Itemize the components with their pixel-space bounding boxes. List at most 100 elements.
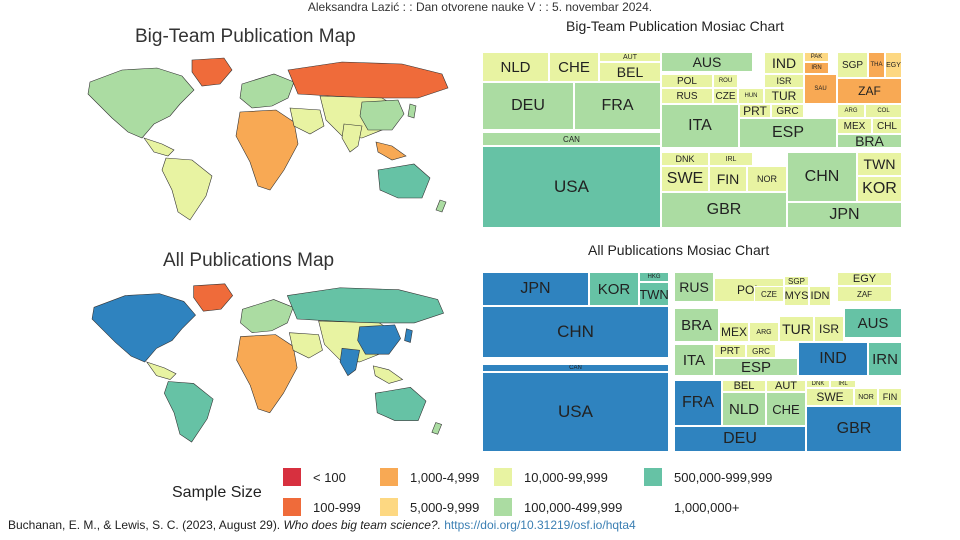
mosaic-cell-swe: SWE — [661, 166, 709, 192]
mosaic-cell-aus: AUS — [661, 52, 753, 72]
mosaic-cell-mex: MEX — [837, 118, 872, 134]
mosaic-cell-kor: KOR — [857, 176, 902, 202]
mosaic-cell-egy: EGY — [885, 52, 902, 78]
legend-label: 1,000-4,999 — [410, 469, 480, 485]
mosaic-cell-pol: POL — [661, 74, 713, 88]
mosaic-cell-ita: ITA — [661, 104, 739, 148]
legend-item: 1,000,000+ — [644, 498, 739, 516]
map-region-af — [236, 334, 298, 414]
mosaic-cell-cze: CZE — [713, 88, 738, 104]
mosaic-cell-can: CAN — [482, 364, 669, 372]
mosaic-cell-col: COL — [865, 104, 902, 118]
mosaic-cell-hun: HUN — [738, 88, 764, 104]
mosaic-cell-fra: FRA — [574, 82, 661, 130]
mosaic-cell-esp: ESP — [739, 118, 837, 148]
map-region-na — [91, 293, 196, 363]
map-region-in — [341, 123, 363, 153]
citation-doi-link[interactable]: https://doi.org/10.31219/osf.io/hqta4 — [444, 518, 636, 532]
mosaic-cell-dnk: DNK — [661, 152, 709, 166]
mosaic-cell-jpn: JPN — [482, 272, 589, 306]
mosaic-cell-zaf: ZAF — [837, 286, 892, 302]
mosaic-cell-che: CHE — [549, 52, 599, 82]
mosaic-cell-kor: KOR — [589, 272, 639, 306]
mosaic-cell-aut: AUT — [766, 380, 806, 392]
map-region-sa — [161, 157, 213, 221]
map-region-ru — [286, 287, 444, 324]
mosaic-cell-aus: AUS — [844, 308, 902, 338]
mosaic-cell-deu: DEU — [482, 82, 574, 130]
map-region-jp — [407, 103, 417, 119]
map-region-me — [288, 332, 323, 359]
map-region-in — [339, 347, 360, 377]
legend-swatch — [380, 498, 398, 516]
mosaic-cell-jpn: JPN — [787, 202, 902, 228]
map-region-me — [289, 107, 325, 135]
map-region-jp — [404, 328, 413, 343]
mosaic-cell-arg: ARG — [837, 104, 865, 118]
all-publications-mosaic-chart: JPN KOR HKG TWN CHN CAN USA RUS POL CZE SGP MYS IDN E… — [482, 272, 902, 452]
mosaic-cell-chn: CHN — [482, 306, 669, 358]
legend-item: 10,000-99,999 — [494, 468, 608, 486]
mosaic-cell-rou: ROU — [713, 74, 738, 88]
all-publications-map-title: All Publications Map — [163, 250, 335, 271]
mosaic-cell-ind: IND — [798, 342, 868, 376]
big-team-map-title: Big-Team Publication Map — [135, 26, 356, 47]
legend-swatch — [644, 498, 662, 516]
citation-title: Who does big team science?. — [283, 518, 441, 532]
mosaic-cell-gbr: GBR — [661, 192, 787, 228]
mosaic-cell-aut: AUT — [599, 52, 661, 62]
legend-label: 500,000-999,999 — [674, 469, 773, 485]
mosaic-cell-gbr: GBR — [806, 406, 902, 452]
mosaic-cell-irl: IRL — [830, 380, 856, 388]
legend-item: 1,000-4,999 — [380, 468, 479, 486]
mosaic-cell-deu: DEU — [674, 426, 806, 452]
map-region-ca — [145, 361, 177, 380]
mosaic-cell-tur: TUR — [764, 88, 804, 104]
map-region-ch — [359, 99, 405, 131]
mosaic-cell-idn: IDN — [809, 286, 831, 306]
citation: Buchanan, E. M., & Lewis, S. C. (2023, A… — [8, 518, 636, 532]
legend-item: 500,000-999,999 — [644, 468, 772, 486]
legend-swatch — [283, 498, 301, 516]
mosaic-cell-hkg: HKG — [639, 272, 669, 282]
map-region-eu — [240, 299, 294, 333]
mosaic-cell-tha: THA — [868, 52, 885, 78]
mosaic-cell-prt: PRT — [714, 344, 746, 358]
legend-label: 10,000-99,999 — [524, 469, 608, 485]
mosaic-cell-can: CAN — [482, 132, 661, 146]
mosaic-cell-bel: BEL — [722, 380, 766, 392]
big-team-mosaic-title: Big-Team Publication Mosiac Chart — [566, 18, 784, 34]
mosaic-cell-ind: IND — [764, 52, 804, 74]
mosaic-cell-fin: FIN — [878, 388, 902, 406]
legend-item: 100,000-499,999 — [494, 498, 622, 516]
mosaic-cell-nor: NOR — [854, 388, 878, 406]
mosaic-cell-cze: CZE — [754, 286, 784, 302]
map-region-nz — [431, 422, 443, 435]
mosaic-cell-nld: NLD — [722, 392, 766, 426]
legend-label: 100,000-499,999 — [524, 499, 623, 515]
legend-swatch — [380, 468, 398, 486]
legend-item: 100-999 — [283, 498, 361, 516]
mosaic-cell-mys: MYS — [784, 286, 809, 306]
mosaic-cell-bra: BRA — [837, 134, 902, 148]
mosaic-cell-mex: MEX — [719, 322, 749, 342]
map-region-se — [372, 365, 404, 384]
mosaic-cell-esp: ESP — [714, 358, 798, 376]
mosaic-cell-twn: TWN — [639, 282, 669, 306]
mosaic-cell-chn: CHN — [787, 152, 857, 202]
map-region-ru — [287, 61, 449, 99]
map-region-nz — [435, 199, 447, 213]
mosaic-cell-bel: BEL — [599, 62, 661, 82]
mosaic-cell-sgp: SGP — [784, 276, 809, 286]
mosaic-cell-dnk: DNK — [806, 380, 830, 388]
mosaic-cell-twn: TWN — [857, 152, 902, 176]
mosaic-cell-fin: FIN — [709, 166, 747, 192]
mosaic-cell-isr: ISR — [814, 316, 844, 342]
map-region-au — [374, 387, 427, 421]
map-region-gl — [193, 283, 234, 312]
legend-swatch — [283, 468, 301, 486]
legend-swatch — [494, 498, 512, 516]
map-region-gl — [191, 57, 233, 87]
mosaic-cell-irn: IRN — [804, 62, 829, 74]
legend-swatch — [644, 468, 662, 486]
